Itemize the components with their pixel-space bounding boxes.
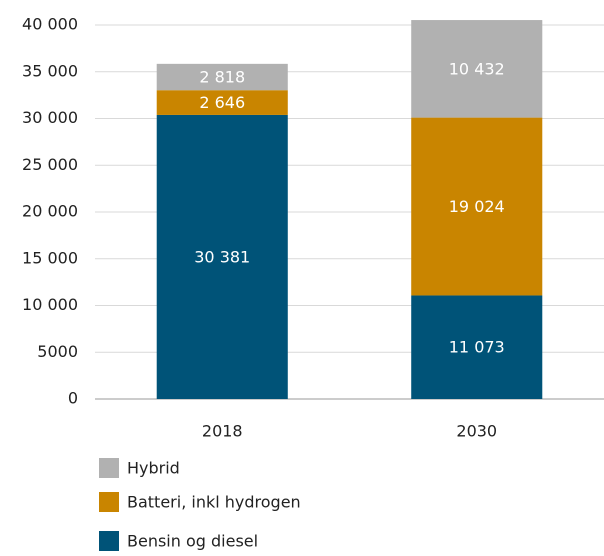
value-label: 10 432 [449, 59, 505, 78]
value-label: 11 073 [449, 338, 505, 357]
y-tick-label: 25 000 [22, 155, 78, 174]
bar-segment [411, 117, 543, 296]
bar-segment [156, 114, 288, 399]
legend-swatch [99, 492, 119, 512]
value-label: 30 381 [194, 247, 250, 266]
y-tick-label: 30 000 [22, 108, 78, 127]
bar-segment [156, 90, 288, 115]
x-tick-label: 2030 [456, 422, 497, 441]
bar-segment [156, 63, 288, 91]
bar-segment [411, 295, 543, 399]
x-tick-label: 2018 [202, 422, 243, 441]
legend-swatch [99, 458, 119, 478]
y-tick-label: 20 000 [22, 202, 78, 221]
legend-label: Hybrid [127, 459, 180, 478]
y-tick-label: 5000 [37, 342, 78, 361]
value-label: 2 818 [199, 68, 245, 87]
y-tick-label: 10 000 [22, 295, 78, 314]
y-tick-label: 40 000 [22, 15, 78, 34]
legend-label: Bensin og diesel [127, 532, 258, 551]
legend-label: Batteri, inkl hydrogen [127, 493, 301, 512]
value-label: 19 024 [449, 197, 505, 216]
y-tick-label: 15 000 [22, 248, 78, 267]
y-tick-label: 35 000 [22, 61, 78, 80]
value-label: 2 646 [199, 93, 245, 112]
bar-segment [411, 20, 543, 118]
legend-swatch [99, 531, 119, 551]
y-tick-label: 0 [68, 389, 78, 408]
